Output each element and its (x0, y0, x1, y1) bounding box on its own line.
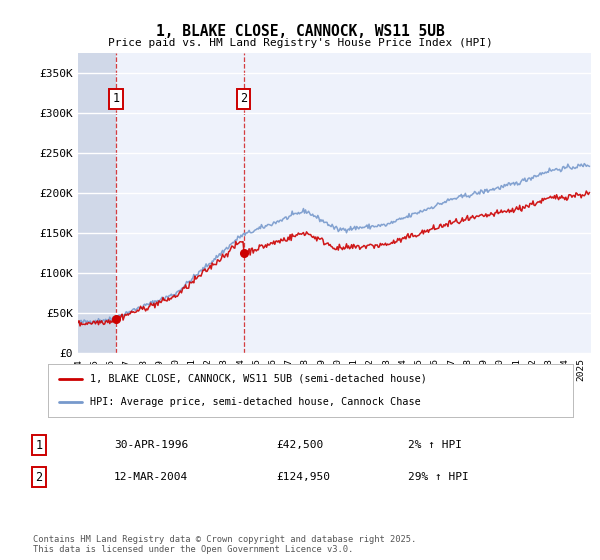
Text: 29% ↑ HPI: 29% ↑ HPI (408, 472, 469, 482)
Text: 2: 2 (35, 470, 43, 484)
Text: £124,950: £124,950 (276, 472, 330, 482)
Text: HPI: Average price, semi-detached house, Cannock Chase: HPI: Average price, semi-detached house,… (90, 397, 421, 407)
Text: 2: 2 (240, 92, 247, 105)
Text: 1: 1 (112, 92, 119, 105)
Bar (78, 53, 116, 353)
Text: Price paid vs. HM Land Registry's House Price Index (HPI): Price paid vs. HM Land Registry's House … (107, 38, 493, 48)
Text: 2% ↑ HPI: 2% ↑ HPI (408, 440, 462, 450)
Text: Contains HM Land Registry data © Crown copyright and database right 2025.
This d: Contains HM Land Registry data © Crown c… (33, 535, 416, 554)
Text: 30-APR-1996: 30-APR-1996 (114, 440, 188, 450)
Text: 1: 1 (35, 438, 43, 452)
Text: £42,500: £42,500 (276, 440, 323, 450)
Text: 1, BLAKE CLOSE, CANNOCK, WS11 5UB (semi-detached house): 1, BLAKE CLOSE, CANNOCK, WS11 5UB (semi-… (90, 374, 427, 384)
Text: 12-MAR-2004: 12-MAR-2004 (114, 472, 188, 482)
Text: 1, BLAKE CLOSE, CANNOCK, WS11 5UB: 1, BLAKE CLOSE, CANNOCK, WS11 5UB (155, 24, 445, 39)
